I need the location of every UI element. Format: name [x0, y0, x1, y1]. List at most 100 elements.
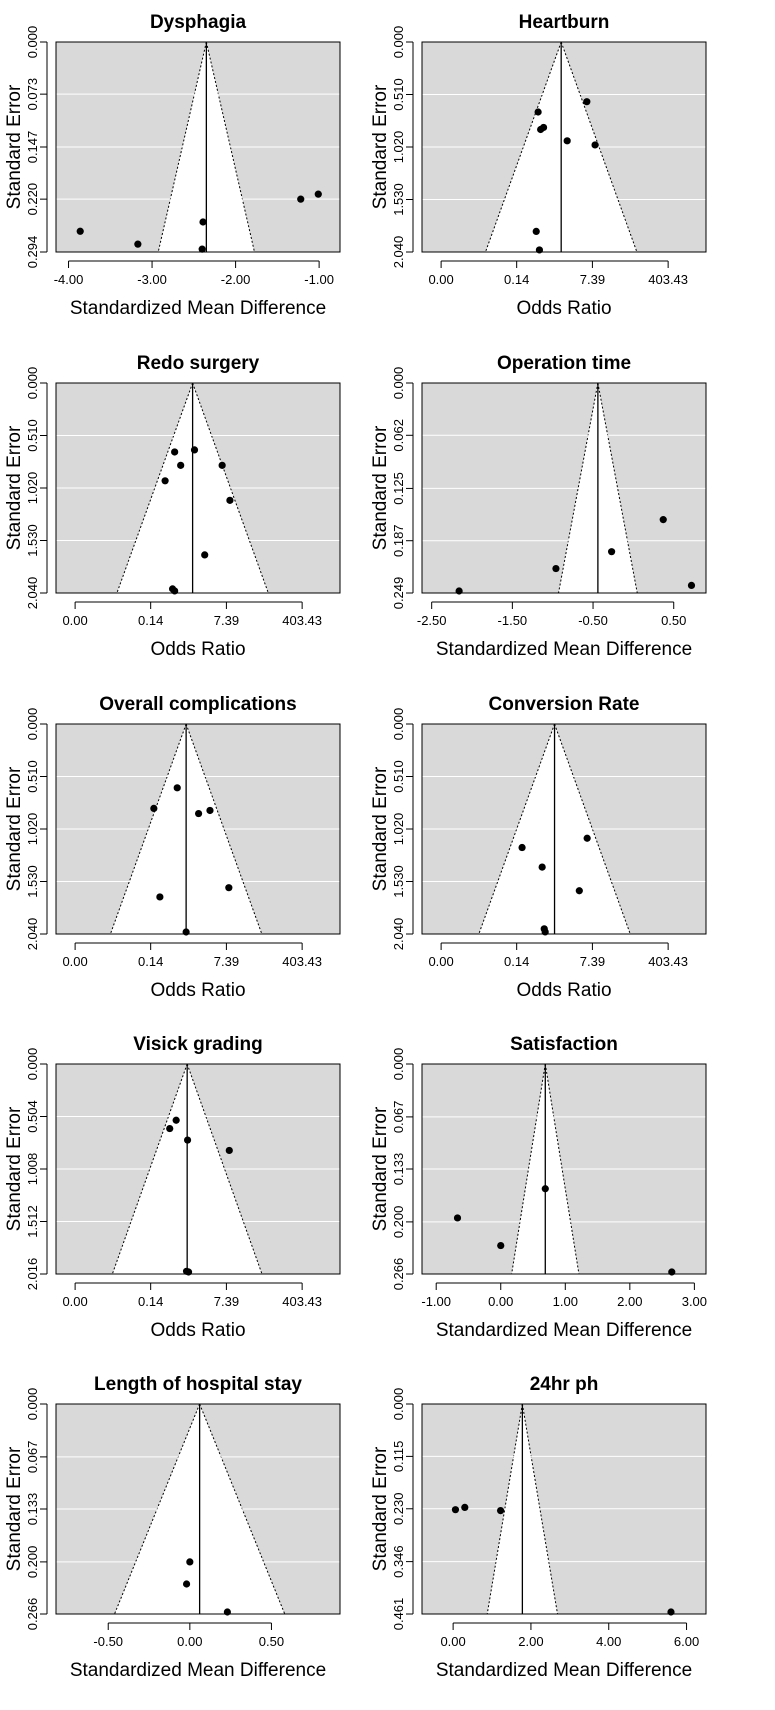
y-axis-label: Standard Error: [4, 1446, 25, 1571]
x-tick-label: -3.00: [137, 272, 167, 287]
y-tick-label: 0.461: [391, 1598, 406, 1631]
study-point: [541, 928, 549, 936]
y-tick-label: 0.510: [391, 78, 406, 111]
y-axis-label: Standard Error: [370, 84, 391, 209]
y-axis-label: Standard Error: [4, 1106, 25, 1231]
y-tick-label: 1.008: [25, 1153, 40, 1186]
y-axis-label: Standard Error: [4, 766, 25, 891]
plot-border: [421, 1403, 707, 1615]
x-tick-label: 0.14: [138, 1294, 163, 1309]
study-point: [168, 585, 177, 593]
x-tick-label: 7.39: [580, 954, 605, 969]
x-tick-label: 403.43: [282, 1294, 322, 1309]
study-point: [552, 564, 560, 573]
x-axis-label: Standardized Mean Difference: [70, 298, 326, 319]
y-tick-label: 1.020: [25, 472, 40, 505]
x-tick-label: -4.00: [54, 272, 84, 287]
x-tick-label: 7.39: [214, 954, 239, 969]
y-axis-label: Standard Error: [370, 766, 391, 891]
y-tick-label: 2.040: [25, 918, 40, 951]
x-tick-label: 0.00: [62, 954, 87, 969]
chart-title: Conversion Rate: [489, 694, 640, 715]
study-point: [563, 137, 571, 145]
study-point: [172, 1116, 180, 1124]
x-tick-label: 3.00: [682, 1294, 707, 1309]
y-tick-label: 2.016: [25, 1258, 40, 1291]
study-point: [591, 141, 599, 149]
study-point: [171, 448, 179, 456]
study-point: [150, 804, 158, 813]
funnel-plot-1: 0.00 0.14 7.39 403.43 0.000 0.510 1.020 1.530 2.…: [370, 12, 707, 319]
x-axis-label: Odds Ratio: [150, 639, 245, 660]
study-point: [541, 1185, 549, 1193]
x-tick-label: 0.00: [440, 1634, 465, 1649]
x-tick-label: 403.43: [648, 954, 688, 969]
chart-title: Length of hospital stay: [94, 1374, 302, 1395]
y-tick-label: 0.504: [25, 1100, 40, 1133]
funnel-right-limit: [192, 383, 269, 593]
y-tick-label: 0.510: [25, 760, 40, 793]
study-point: [583, 834, 591, 842]
study-point: [575, 887, 583, 895]
x-tick-label: 0.00: [428, 272, 453, 287]
y-tick-label: 0.000: [25, 708, 40, 741]
x-tick-label: 0.14: [138, 613, 163, 628]
study-point: [177, 461, 185, 469]
funnel-left-limit: [478, 724, 556, 934]
x-tick-label: -0.50: [578, 613, 608, 628]
x-tick-label: -2.50: [417, 613, 447, 628]
study-point: [223, 1608, 231, 1616]
study-point: [186, 1558, 194, 1566]
chart-title: Overall complications: [99, 694, 296, 715]
funnel-left-limit: [116, 383, 194, 593]
x-tick-label: -1.00: [421, 1294, 451, 1309]
y-tick-label: 0.000: [391, 367, 406, 400]
x-axis-label: Odds Ratio: [516, 298, 611, 319]
funnel-plot-0: -4.00 -3.00 -2.00 -1.00 0.000 0.073 0.147 0.220…: [4, 12, 341, 319]
funnel-right-limit: [521, 1404, 559, 1614]
study-point: [687, 581, 696, 590]
funnel-plot-7: -1.00 0.00 1.00 2.00 3.00 0.000 0.067 0.133 0.20…: [370, 1034, 707, 1341]
y-tick-label: 1.530: [391, 183, 406, 216]
study-point: [184, 1268, 193, 1276]
study-point: [226, 496, 234, 504]
y-tick-label: 1.020: [391, 813, 406, 846]
study-point: [539, 123, 548, 132]
study-point: [225, 1146, 233, 1155]
x-tick-label: 0.50: [259, 1634, 284, 1649]
plot-border: [421, 382, 707, 594]
y-tick-label: 2.040: [391, 918, 406, 951]
plot-border: [55, 1063, 341, 1275]
chart-title: Dysphagia: [150, 12, 247, 33]
x-tick-label: 0.00: [62, 613, 87, 628]
funnel-left-limit: [486, 1404, 523, 1614]
study-point: [76, 227, 84, 235]
y-tick-label: 0.133: [391, 1153, 406, 1186]
y-tick-label: 0.000: [391, 26, 406, 59]
x-tick-label: 0.14: [504, 272, 529, 287]
y-axis-label: Standard Error: [4, 425, 25, 550]
plot-border: [55, 382, 341, 594]
y-tick-label: 1.530: [25, 524, 40, 557]
y-tick-label: 0.200: [25, 1546, 40, 1579]
x-tick-label: 2.00: [617, 1294, 642, 1309]
y-tick-label: 0.230: [391, 1492, 406, 1525]
y-tick-label: 0.249: [391, 577, 406, 610]
study-point: [190, 446, 199, 454]
funnel-plot-2: 0.00 0.14 7.39 403.43 0.000 0.510 1.020 1.530 2.…: [4, 353, 341, 660]
x-tick-label: 403.43: [648, 272, 688, 287]
study-point: [608, 548, 616, 556]
x-tick-label: 0.00: [428, 954, 453, 969]
y-tick-label: 2.040: [25, 577, 40, 610]
study-point: [206, 806, 214, 815]
x-axis-label: Standardized Mean Difference: [436, 1320, 692, 1341]
x-axis-label: Standardized Mean Difference: [70, 1660, 326, 1681]
x-tick-label: 2.00: [518, 1634, 543, 1649]
funnel-right-limit: [544, 1064, 580, 1274]
y-tick-label: 0.133: [25, 1493, 40, 1526]
y-axis-label: Standard Error: [4, 84, 25, 209]
y-tick-label: 0.062: [391, 419, 406, 452]
x-tick-label: 7.39: [580, 272, 605, 287]
y-tick-label: 0.073: [25, 78, 40, 111]
y-tick-label: 0.000: [25, 26, 40, 59]
